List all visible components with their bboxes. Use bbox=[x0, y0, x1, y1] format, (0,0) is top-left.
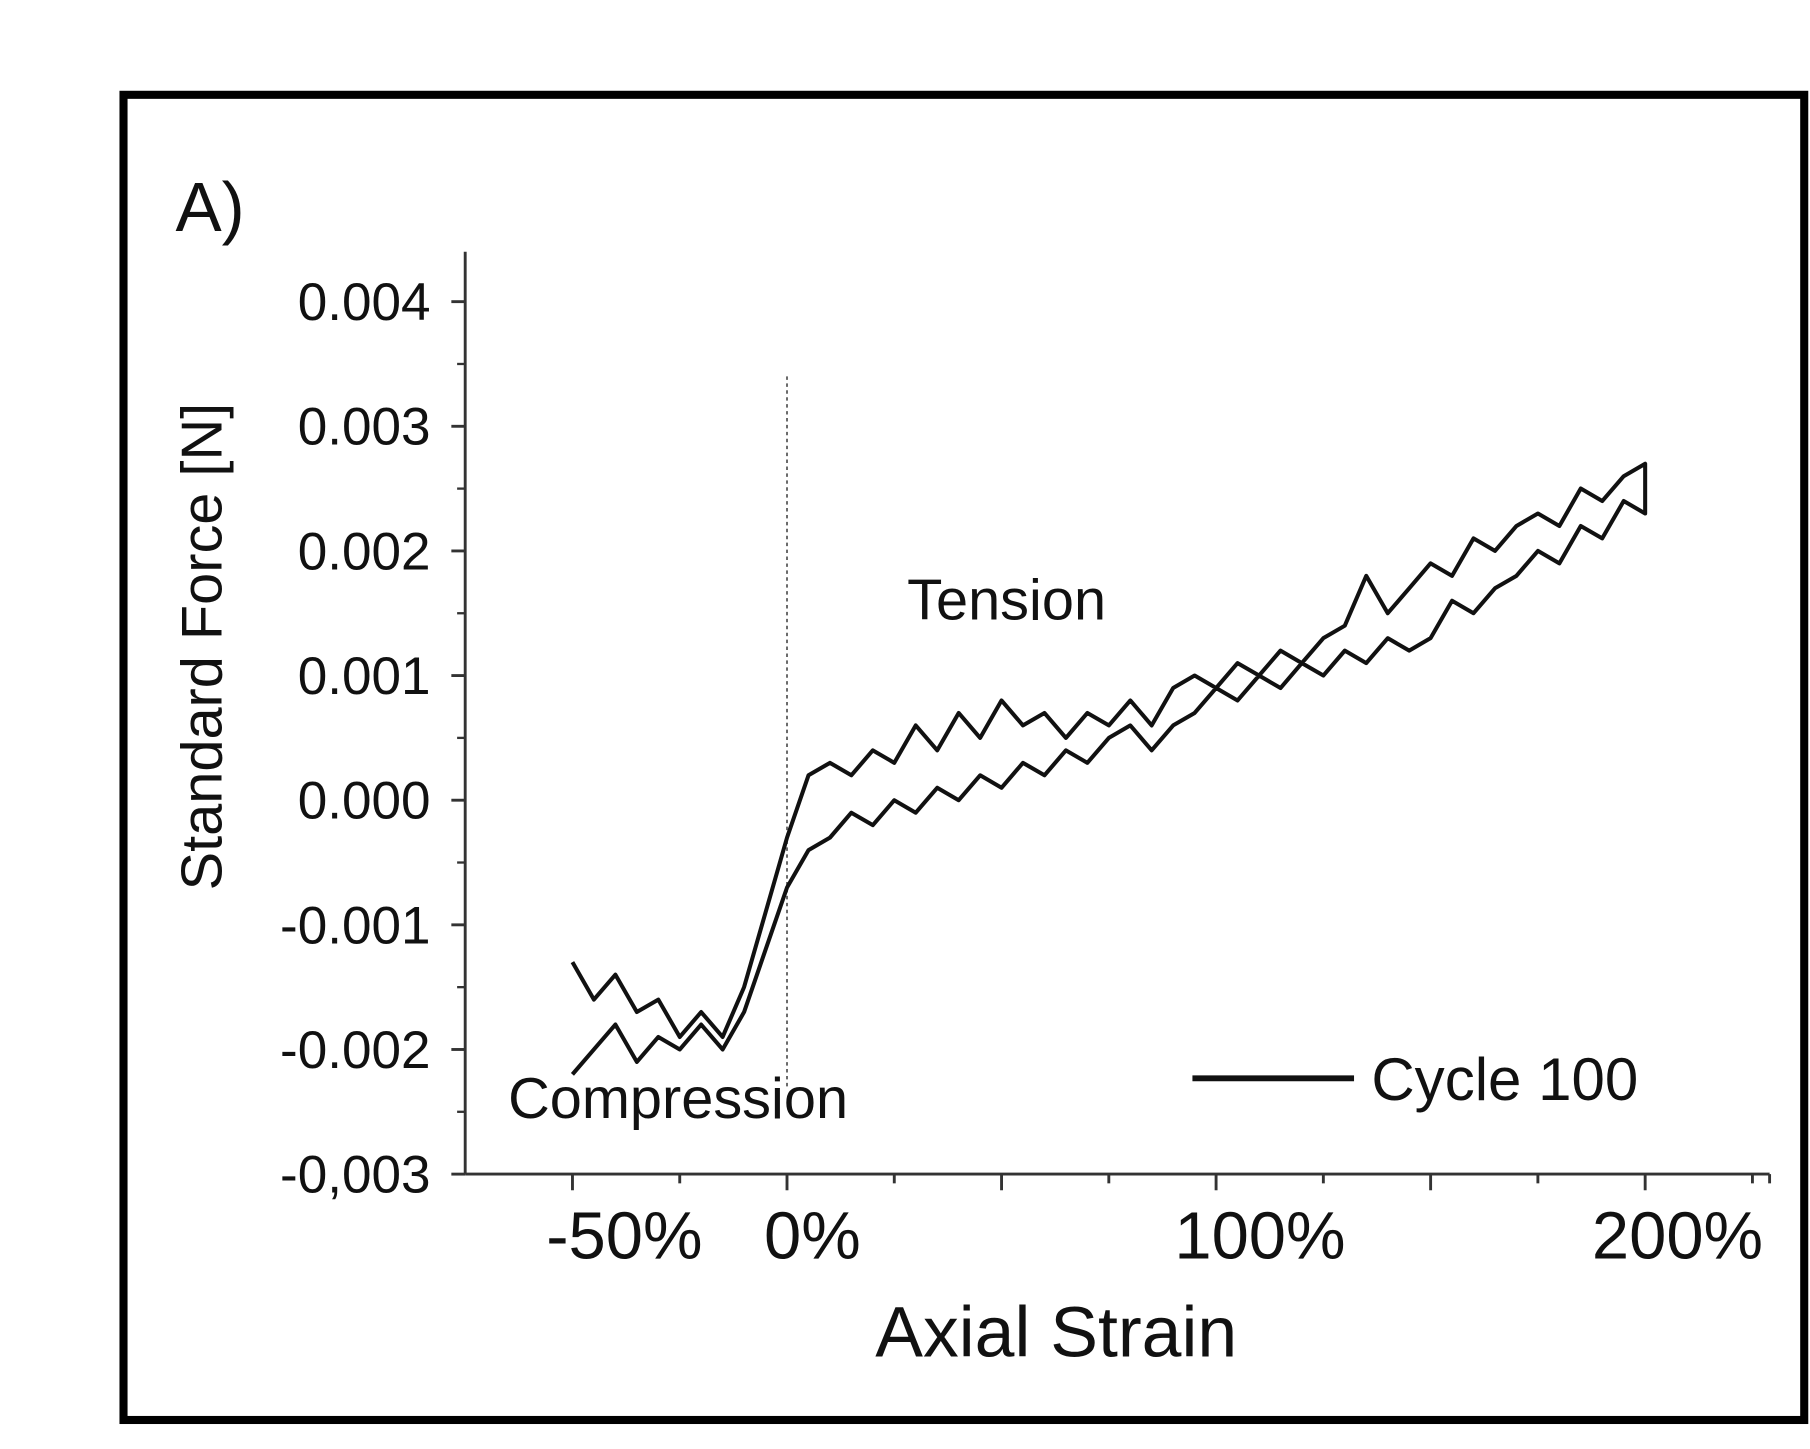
y-tick-label: 0.001 bbox=[298, 647, 431, 706]
x-tick-label: 100% bbox=[1174, 1198, 1345, 1273]
y-axis-title: Standard Force [N] bbox=[171, 403, 235, 891]
annotation-tension: Tension bbox=[907, 568, 1106, 632]
annotation-compression: Compression bbox=[508, 1067, 848, 1131]
y-tick-label: -0.001 bbox=[280, 896, 431, 955]
legend-label: Cycle 100 bbox=[1371, 1046, 1638, 1113]
x-tick-label: 200% bbox=[1592, 1198, 1763, 1273]
x-tick-label: 0% bbox=[764, 1198, 861, 1273]
panel-label: A) bbox=[175, 168, 244, 246]
axes: 0.004 0.003 0.002 0.001 0.000 -0.001 -0.002 -0,… bbox=[280, 251, 1772, 1273]
series-line-cycle-100 bbox=[570, 461, 1648, 1076]
y-tick-label: -0,003 bbox=[280, 1146, 431, 1205]
y-tick-label: 0.002 bbox=[298, 522, 431, 581]
y-tick-label: 0.003 bbox=[298, 398, 431, 457]
legend: Cycle 100 bbox=[1192, 1046, 1638, 1113]
y-tick-label: 0.000 bbox=[298, 772, 431, 831]
x-axis-title: Axial Strain bbox=[875, 1292, 1237, 1372]
y-tick-label: -0.002 bbox=[280, 1021, 431, 1080]
y-tick-label: 0.004 bbox=[298, 273, 431, 332]
figure-frame bbox=[119, 90, 1809, 1425]
x-tick-label: -50% bbox=[546, 1198, 702, 1273]
